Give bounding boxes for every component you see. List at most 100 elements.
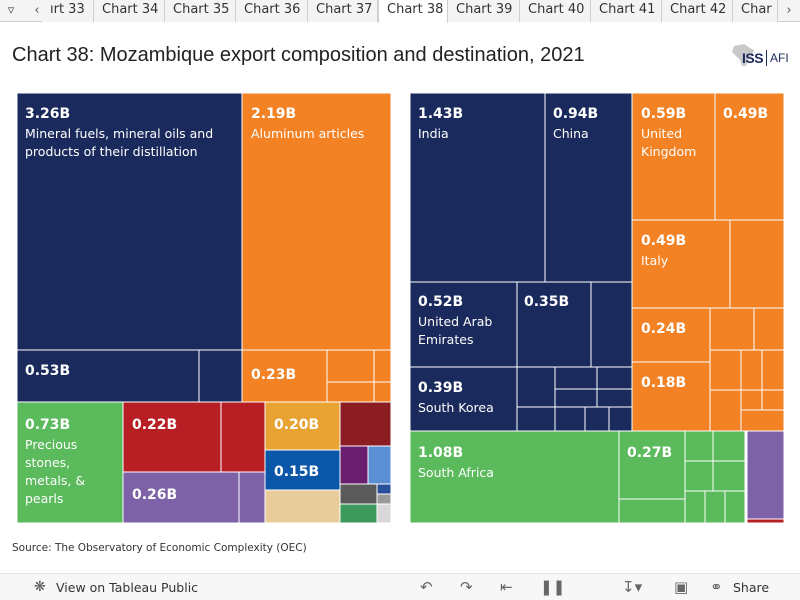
tile-navy-r4[interactable] xyxy=(596,366,633,390)
tile-green-r8[interactable] xyxy=(724,490,746,524)
tile-uae[interactable] xyxy=(409,281,518,368)
tile-green-r3[interactable] xyxy=(712,430,746,462)
tile-orange-r2[interactable] xyxy=(709,307,755,351)
tile-precious-stones[interactable] xyxy=(16,401,124,524)
tableau-icon[interactable]: ❋ xyxy=(34,579,46,595)
tile-navy-r2[interactable] xyxy=(516,366,556,408)
tile-misc-2[interactable] xyxy=(376,493,392,505)
uk-value: 0.59B xyxy=(641,106,686,122)
tab-bar: ▿ ‹ ırt 33 Chart 34 Chart 35 Chart 36 Ch… xyxy=(0,0,800,23)
redo-icon[interactable]: ↷ xyxy=(460,578,473,596)
tile-navy-small[interactable] xyxy=(16,349,200,403)
tab-33[interactable]: ırt 33 xyxy=(42,0,94,22)
tile-orange-r9[interactable] xyxy=(761,389,785,411)
tile-green-r7[interactable] xyxy=(704,490,726,524)
share-button[interactable]: Share xyxy=(733,580,770,595)
tile-grey[interactable] xyxy=(339,483,378,505)
tile-navy-r10[interactable] xyxy=(608,406,633,432)
fullscreen-icon[interactable]: ▣ xyxy=(674,578,689,596)
tab-34[interactable]: Chart 34 xyxy=(94,0,165,22)
tile-green-r6[interactable] xyxy=(684,490,706,524)
revert-icon[interactable]: ⇤ xyxy=(500,578,513,596)
page-title: Chart 38: Mozambique export composition … xyxy=(12,44,585,66)
tile-lightblue[interactable] xyxy=(367,445,392,485)
tile-italy[interactable] xyxy=(631,219,731,309)
destination-treemap: 1.43B India 0.94B China 0.52B United Arab Emir… xyxy=(409,92,785,524)
tile-maroon[interactable] xyxy=(339,401,392,447)
pause-icon[interactable]: ❚❚ xyxy=(540,578,566,596)
tab-scroll-prev[interactable]: ‹ xyxy=(26,0,48,22)
tile-orange-r6[interactable] xyxy=(761,349,785,391)
tile-orange-r3[interactable] xyxy=(753,307,785,351)
tile-red-r1[interactable] xyxy=(746,518,785,524)
tile-orange-r1[interactable] xyxy=(729,219,785,309)
tile-green-r2[interactable] xyxy=(684,430,714,462)
tab-38[interactable]: Chart 38 xyxy=(378,0,448,23)
tile-purple-c[interactable] xyxy=(339,445,369,485)
undo-icon[interactable]: ↶ xyxy=(420,578,433,596)
tab-39[interactable]: Chart 39 xyxy=(448,0,520,22)
tile-red-022[interactable] xyxy=(122,401,222,473)
tile-orange-small-b[interactable] xyxy=(326,349,375,383)
tile-misc-3[interactable] xyxy=(376,503,392,524)
uae-label-1: Emirates xyxy=(418,332,473,347)
tile-purple-b[interactable] xyxy=(238,471,266,524)
download-icon[interactable]: ↧▾ xyxy=(622,578,643,596)
share-icon[interactable]: ⚭ xyxy=(710,578,723,596)
tile-purple-r1[interactable] xyxy=(746,430,785,520)
orange-049-value: 0.49B xyxy=(723,106,768,122)
tile-orange-r10[interactable] xyxy=(740,409,785,432)
tile-green-b[interactable] xyxy=(339,503,378,524)
tile-navy-035[interactable] xyxy=(516,281,592,368)
tile-blue-015[interactable] xyxy=(264,449,341,491)
tile-gold-020[interactable] xyxy=(264,401,341,451)
tile-navy-r9[interactable] xyxy=(584,406,610,432)
tile-navy-small-b[interactable] xyxy=(198,349,243,403)
tile-india[interactable] xyxy=(409,92,546,283)
tile-navy-r8[interactable] xyxy=(554,406,586,432)
orange-small-value: 0.23B xyxy=(251,367,296,383)
tile-orange-018[interactable] xyxy=(631,361,711,432)
tab-scroll-next[interactable]: › xyxy=(778,0,800,22)
tile-orange-r7[interactable] xyxy=(709,389,742,432)
tile-orange-049[interactable] xyxy=(714,92,785,221)
tile-purple-026[interactable] xyxy=(122,471,240,524)
tab-scroll-first[interactable]: ▿ xyxy=(7,3,15,18)
tab-40[interactable]: Chart 40 xyxy=(520,0,591,22)
tile-orange-small[interactable] xyxy=(241,349,328,403)
tile-orange-small-e[interactable] xyxy=(373,381,392,403)
mineral-fuels-label-0: Mineral fuels, mineral oils and xyxy=(25,126,213,141)
tab-43[interactable]: Char xyxy=(733,0,778,22)
tile-tan[interactable] xyxy=(264,489,341,524)
tile-navy-r7[interactable] xyxy=(516,406,556,432)
tile-south-korea[interactable] xyxy=(409,366,518,432)
tab-36[interactable]: Chart 36 xyxy=(236,0,308,22)
tile-orange-r5[interactable] xyxy=(740,349,763,391)
tile-misc-1[interactable] xyxy=(376,483,392,495)
tile-navy-r1[interactable] xyxy=(590,281,633,368)
tile-green-r5[interactable] xyxy=(712,460,746,492)
tile-aluminum[interactable] xyxy=(241,92,392,351)
tile-south-africa[interactable] xyxy=(409,430,620,524)
chevron-left-icon: ‹ xyxy=(34,3,40,18)
tile-red-b[interactable] xyxy=(220,401,266,473)
tile-mineral-fuels[interactable] xyxy=(16,92,243,351)
tile-navy-r6[interactable] xyxy=(596,388,633,408)
tile-uk[interactable] xyxy=(631,92,716,221)
tile-navy-r3[interactable] xyxy=(554,366,598,390)
tile-navy-r5[interactable] xyxy=(554,388,598,408)
tile-green-r4[interactable] xyxy=(684,460,714,492)
tile-orange-small-d[interactable] xyxy=(326,381,375,403)
tile-orange-r8[interactable] xyxy=(740,389,763,411)
mineral-fuels-label-1: products of their distillation xyxy=(25,144,198,159)
view-on-tableau-link[interactable]: View on Tableau Public xyxy=(56,580,199,595)
tab-37[interactable]: Chart 37 xyxy=(308,0,378,22)
tab-41[interactable]: Chart 41 xyxy=(591,0,662,22)
tile-orange-small-c[interactable] xyxy=(373,349,392,383)
tab-42[interactable]: Chart 42 xyxy=(662,0,733,22)
tile-orange-r4[interactable] xyxy=(709,349,742,391)
tile-china[interactable] xyxy=(544,92,633,283)
tile-green-r1[interactable] xyxy=(618,498,686,524)
tab-35[interactable]: Chart 35 xyxy=(165,0,236,22)
tile-green-027[interactable] xyxy=(618,430,686,500)
